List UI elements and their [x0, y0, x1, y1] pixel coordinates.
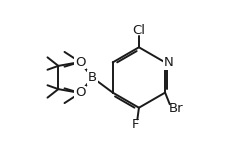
Text: N: N	[164, 56, 173, 69]
Text: F: F	[132, 117, 139, 131]
Text: O: O	[75, 86, 85, 100]
Text: B: B	[88, 71, 97, 84]
Text: O: O	[75, 55, 85, 69]
Text: Cl: Cl	[132, 24, 145, 38]
Text: Br: Br	[169, 102, 183, 115]
